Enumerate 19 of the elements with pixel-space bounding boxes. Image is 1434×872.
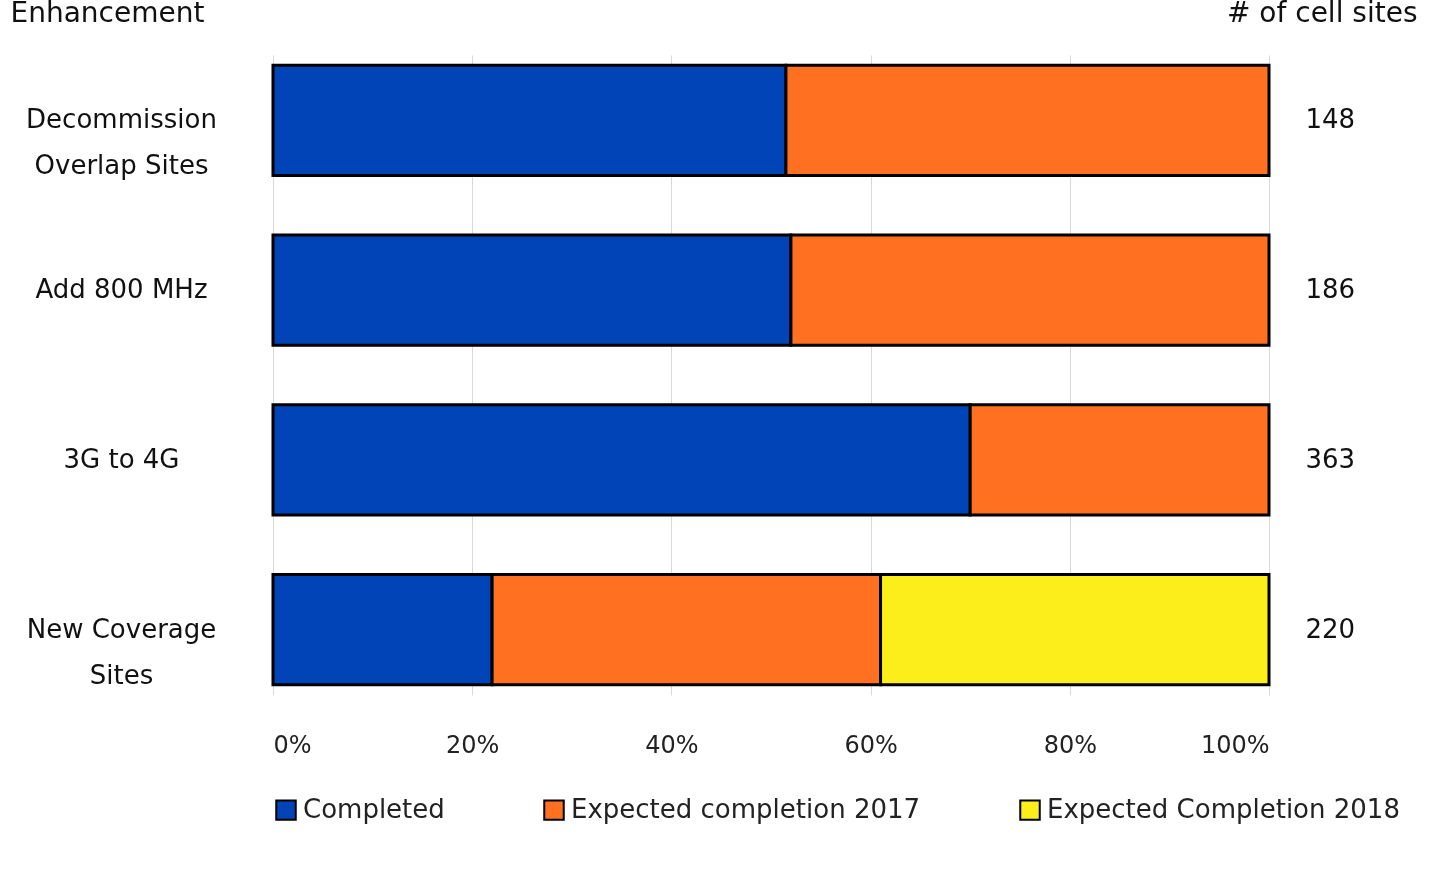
x-tick-label: 60% [844,730,898,759]
x-tick-label: 0% [273,730,312,759]
x-tick-label: 20% [446,730,500,759]
legend-label: Completed [303,794,445,825]
y-axis-title: Enhancement [10,0,205,29]
legend-label: Expected Completion 2018 [1047,794,1400,825]
y-tick-label: Decommission Overlap Sites [26,104,217,181]
x-tick-label: 100% [1200,730,1270,759]
y-tick-label: Add 800 MHz [35,274,208,305]
y2-axis-title: # of cell sites [1227,0,1418,29]
y-tick-label: New Coverage Sites [26,613,217,690]
y-tick-label: 3G to 4G [63,443,180,474]
text: 148 [1305,104,1356,135]
legend-label: Expected completion 2017 [571,794,921,825]
text: 363 [1305,443,1356,474]
x-tick-label: 40% [645,730,699,759]
text: 186 [1305,274,1356,305]
x-tick-label: 80% [1043,730,1097,759]
text: 220 [1305,613,1356,644]
